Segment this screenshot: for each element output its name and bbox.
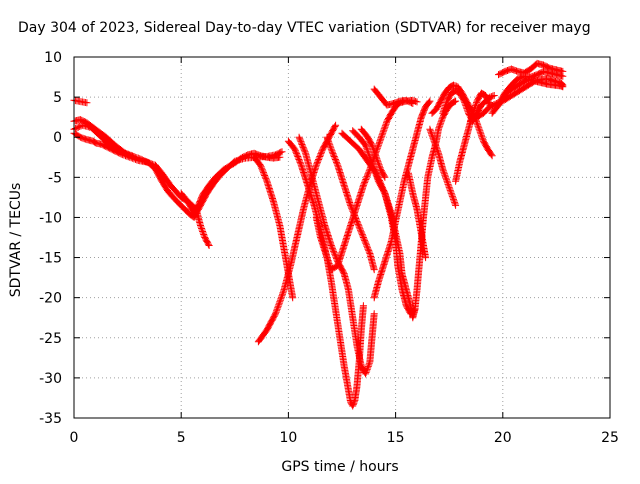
- plot-frame: [73, 56, 611, 419]
- y-tick-label: -30: [39, 371, 62, 387]
- y-tick-label: 10: [44, 50, 62, 66]
- y-tick-label: 0: [53, 130, 62, 146]
- data-point-markers: [295, 133, 378, 378]
- y-tick-label: -35: [39, 411, 62, 427]
- x-tick-label: 0: [70, 430, 79, 446]
- series-track: [323, 133, 378, 274]
- data-point-markers: [254, 121, 340, 346]
- series-track: [405, 169, 430, 262]
- data-point-markers: [70, 116, 286, 221]
- series-track: [499, 76, 567, 101]
- y-axis-label: SDTVAR / TECUs: [8, 183, 24, 298]
- series-track: [254, 121, 340, 346]
- x-tick-label: 15: [387, 430, 405, 446]
- data-point-markers: [499, 76, 567, 101]
- data-point-markers: [70, 129, 213, 249]
- data-point-markers: [349, 127, 419, 322]
- series-track: [284, 137, 367, 410]
- axis-ticks: 0 5 10 15 20 25 10 5 0 -5 -10 -15 -20 -25 -30 -35: [39, 50, 619, 446]
- x-tick-label: 5: [177, 430, 186, 446]
- x-tick-label: 20: [494, 430, 512, 446]
- data-point-markers: [426, 125, 460, 209]
- x-axis-label: GPS time / hours: [281, 459, 398, 475]
- data-series: [70, 59, 567, 410]
- data-point-markers: [405, 169, 430, 262]
- series-track: [349, 127, 419, 322]
- series-track: [70, 116, 286, 221]
- y-tick-label: -5: [48, 170, 62, 186]
- series-track: [177, 149, 284, 217]
- data-point-markers: [177, 149, 284, 217]
- y-tick-label: -20: [39, 291, 62, 307]
- series-track: [370, 85, 417, 109]
- series-track: [426, 125, 460, 209]
- data-point-markers: [370, 97, 434, 302]
- series-track: [495, 59, 567, 79]
- data-point-markers: [284, 137, 367, 410]
- y-tick-label: -25: [39, 331, 62, 347]
- series-track: [295, 133, 378, 378]
- series-track: [70, 129, 213, 249]
- data-point-markers: [495, 59, 567, 79]
- y-tick-label: -10: [39, 210, 62, 226]
- data-point-markers: [323, 133, 378, 274]
- series-track: [70, 96, 91, 107]
- chart-title: Day 304 of 2023, Sidereal Day-to-day VTE…: [18, 20, 591, 36]
- y-tick-label: -15: [39, 251, 62, 267]
- x-tick-label: 10: [279, 430, 297, 446]
- series-track: [70, 121, 138, 160]
- series-track: [370, 97, 434, 302]
- series-track: [357, 125, 389, 181]
- data-point-markers: [370, 85, 417, 109]
- data-point-markers: [70, 96, 91, 107]
- x-tick-label: 25: [601, 430, 619, 446]
- data-point-markers: [70, 121, 138, 160]
- data-point-markers: [357, 125, 389, 181]
- y-tick-label: 5: [53, 90, 62, 106]
